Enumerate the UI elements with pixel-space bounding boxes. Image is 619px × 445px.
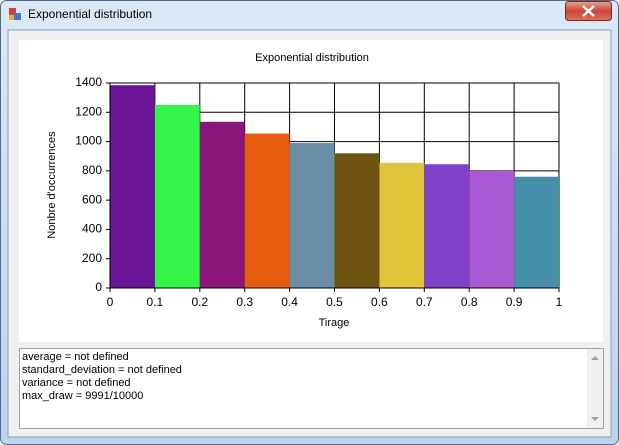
bar	[379, 162, 425, 288]
x-axis-label: Tirage	[319, 317, 350, 329]
bar	[154, 104, 200, 288]
x-tick-label: 1	[556, 295, 563, 309]
app-icon	[9, 8, 21, 20]
y-tick-label: 1000	[75, 134, 102, 148]
y-tick-label: 200	[82, 251, 102, 265]
y-axis-label: Nonbre d'occurrences	[46, 131, 58, 239]
window-title: Exponential distribution	[28, 7, 152, 21]
textbox-line: average = not defined	[22, 351, 129, 363]
y-tick-label: 400	[82, 222, 102, 236]
y-tick-label: 600	[82, 192, 102, 206]
y-tick-label: 1400	[75, 75, 102, 89]
bar	[469, 170, 515, 288]
bar	[199, 121, 245, 288]
textbox-line: variance = not defined	[22, 377, 131, 389]
x-tick-label: 0.5	[326, 295, 343, 309]
chart-title: Exponential distribution	[255, 52, 369, 64]
x-tick-label: 0.6	[371, 295, 388, 309]
x-tick-label: 0.4	[281, 295, 298, 309]
bar	[244, 133, 290, 288]
bar	[424, 164, 470, 288]
bar	[514, 176, 559, 288]
output-textbox[interactable]	[19, 348, 604, 429]
x-tick-label: 0.3	[236, 295, 253, 309]
chart: Exponential distribution Tirage Nonbre d…	[46, 52, 563, 329]
x-tick-label: 0.9	[506, 295, 523, 309]
x-tick-label: 0.2	[191, 295, 208, 309]
textbox-line: standard_deviation = not defined	[22, 364, 182, 376]
textbox-lines: average = not definedstandard_deviation …	[22, 351, 182, 402]
x-tick-label: 0	[107, 295, 114, 309]
x-tick-label: 0.8	[461, 295, 478, 309]
y-tick-label: 0	[95, 280, 102, 294]
y-tick-label: 800	[82, 163, 102, 177]
bar	[334, 153, 380, 288]
x-tick-label: 0.1	[147, 295, 164, 309]
x-tick-label: 0.7	[416, 295, 433, 309]
bar	[110, 85, 155, 288]
textbox-line: max_draw = 9991/10000	[22, 390, 143, 402]
bar	[289, 143, 335, 288]
y-tick-label: 1200	[75, 104, 102, 118]
close-button[interactable]	[565, 1, 612, 21]
